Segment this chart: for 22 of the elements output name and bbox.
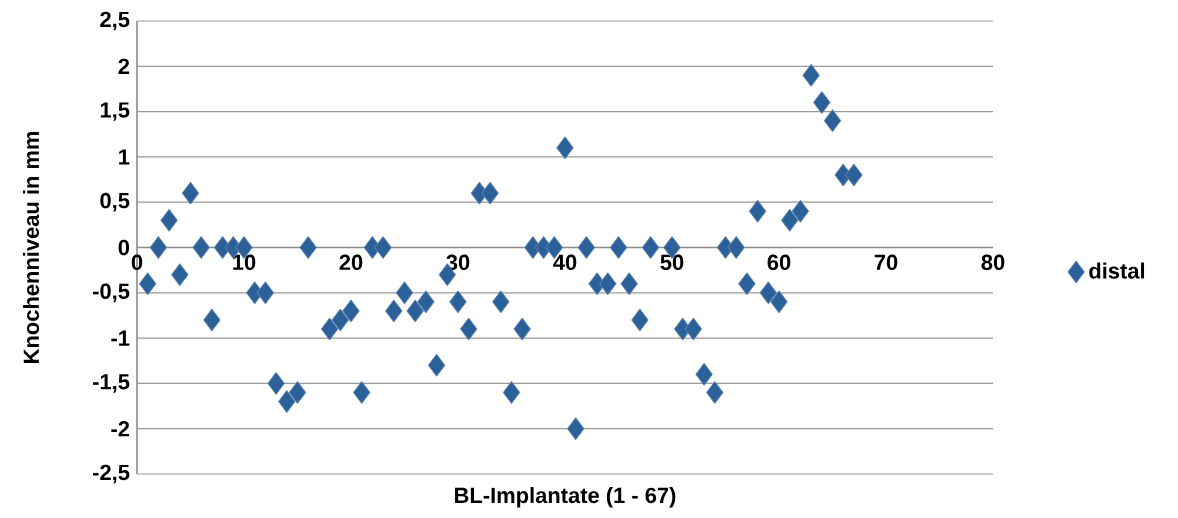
y-tick-label: -1 <box>111 330 130 346</box>
x-tick-label: 20 <box>339 254 363 271</box>
y-tick-label: 0,5 <box>100 192 130 212</box>
x-tick-label: 40 <box>553 254 577 271</box>
y-tick-label: 2 <box>118 58 130 74</box>
y-tick-label: -2,5 <box>93 464 130 484</box>
y-tick-label: -1,5 <box>93 374 130 393</box>
y-tick-label: -0,5 <box>93 283 130 303</box>
x-tick-label: 60 <box>767 254 791 271</box>
x-tick-label: 10 <box>233 254 256 271</box>
y-axis-title: Knochenniveau in mm <box>22 131 40 363</box>
x-axis-title: BL-Implantate (1 - 67) <box>455 487 676 508</box>
legend-label: distal <box>1089 262 1145 279</box>
y-tick-label: 1,5 <box>100 102 130 121</box>
y-tick-label: 0 <box>118 239 130 256</box>
x-tick-label: 80 <box>981 254 1005 271</box>
x-tick-label: 0 <box>131 254 143 271</box>
y-tick-label: -2 <box>111 421 130 437</box>
y-tick-label: 2,5 <box>100 11 130 31</box>
x-tick-label: 50 <box>660 254 684 271</box>
x-tick-label: 70 <box>874 254 898 271</box>
y-tick-label: 1 <box>119 149 130 165</box>
